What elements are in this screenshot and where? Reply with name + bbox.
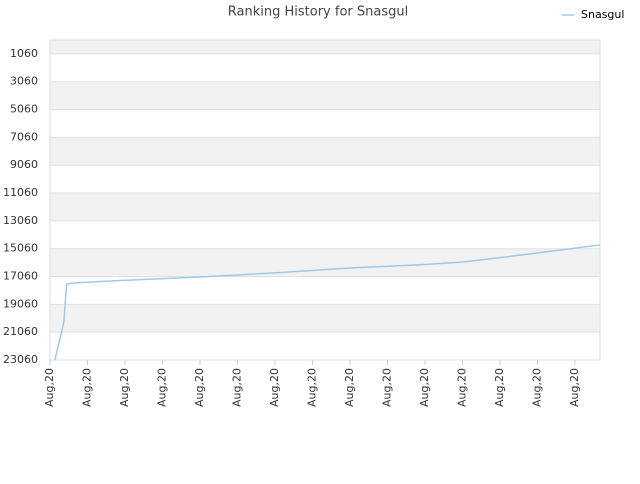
x-tick-label: Aug,20: [455, 368, 468, 407]
y-tick-label: 21060: [3, 325, 38, 338]
grid-band: [50, 276, 600, 305]
x-tick-label: Aug,20: [118, 368, 131, 407]
x-tick-label: Aug,20: [268, 368, 281, 407]
x-tick-label: Aug,20: [230, 368, 243, 407]
x-tick-label: Aug,20: [418, 368, 431, 407]
x-tick-label: Aug,20: [343, 368, 356, 407]
grid-band: [50, 53, 600, 82]
grid-band: [50, 304, 600, 333]
x-tick-label: Aug,20: [80, 368, 93, 407]
y-tick-label: 23060: [3, 353, 38, 366]
x-tick-label: Aug,20: [193, 368, 206, 407]
y-tick-label: 3060: [10, 75, 38, 88]
x-tick-label: Aug,20: [568, 368, 581, 407]
y-tick-label: 9060: [10, 158, 38, 171]
grid-band: [50, 81, 600, 110]
x-tick-label: Aug,20: [530, 368, 543, 407]
x-tick-label: Aug,20: [305, 368, 318, 407]
x-tick-label: Aug,20: [155, 368, 168, 407]
grid-band: [50, 109, 600, 138]
chart-title: Ranking History for Snasgul: [228, 5, 408, 20]
grid-band: [50, 137, 600, 166]
y-tick-label: 5060: [10, 103, 38, 116]
y-tick-label: 19060: [3, 297, 38, 310]
grid-band: [50, 248, 600, 277]
grid-band: [50, 193, 600, 221]
series-line: [54, 244, 601, 361]
grid-band: [50, 220, 600, 249]
y-tick-label: 13060: [3, 214, 38, 227]
grid-band: [50, 165, 600, 194]
x-tick-label: Aug,20: [43, 368, 56, 407]
y-tick-label: 15060: [3, 242, 38, 255]
x-tick-label: Aug,20: [493, 368, 506, 407]
x-tick-label: Aug,20: [380, 368, 393, 407]
grid-band: [50, 40, 600, 54]
y-tick-label: 1060: [10, 47, 38, 60]
legend-label: Snasgul: [581, 8, 624, 21]
y-tick-label: 7060: [10, 130, 38, 143]
grid-band: [50, 332, 600, 360]
y-tick-label: 17060: [3, 270, 38, 283]
y-tick-label: 11060: [3, 186, 38, 199]
